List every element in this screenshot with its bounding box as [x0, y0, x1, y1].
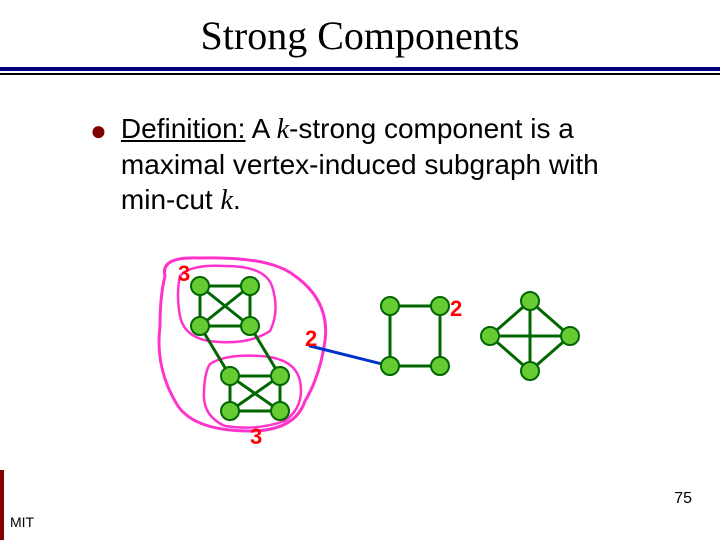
definition-label: Definition: — [121, 113, 246, 144]
svg-text:2: 2 — [450, 296, 462, 321]
graph-svg: 3 2 3 2 — [130, 246, 590, 446]
footer-page: 75 — [674, 490, 692, 508]
footer-mit: MIT — [10, 514, 34, 530]
definition-row: ● Definition: A k-strong component is a … — [90, 111, 660, 218]
diagram: 3 2 3 2 — [130, 246, 660, 451]
svg-text:3: 3 — [178, 261, 190, 286]
svg-text:2: 2 — [305, 326, 317, 351]
bullet-icon: ● — [90, 115, 107, 149]
sidebar-accent — [0, 470, 4, 540]
svg-text:3: 3 — [250, 424, 262, 446]
page-title: Strong Components — [0, 0, 720, 67]
rule-navy — [0, 67, 720, 71]
definition-text: Definition: A k-strong component is a ma… — [121, 111, 660, 218]
